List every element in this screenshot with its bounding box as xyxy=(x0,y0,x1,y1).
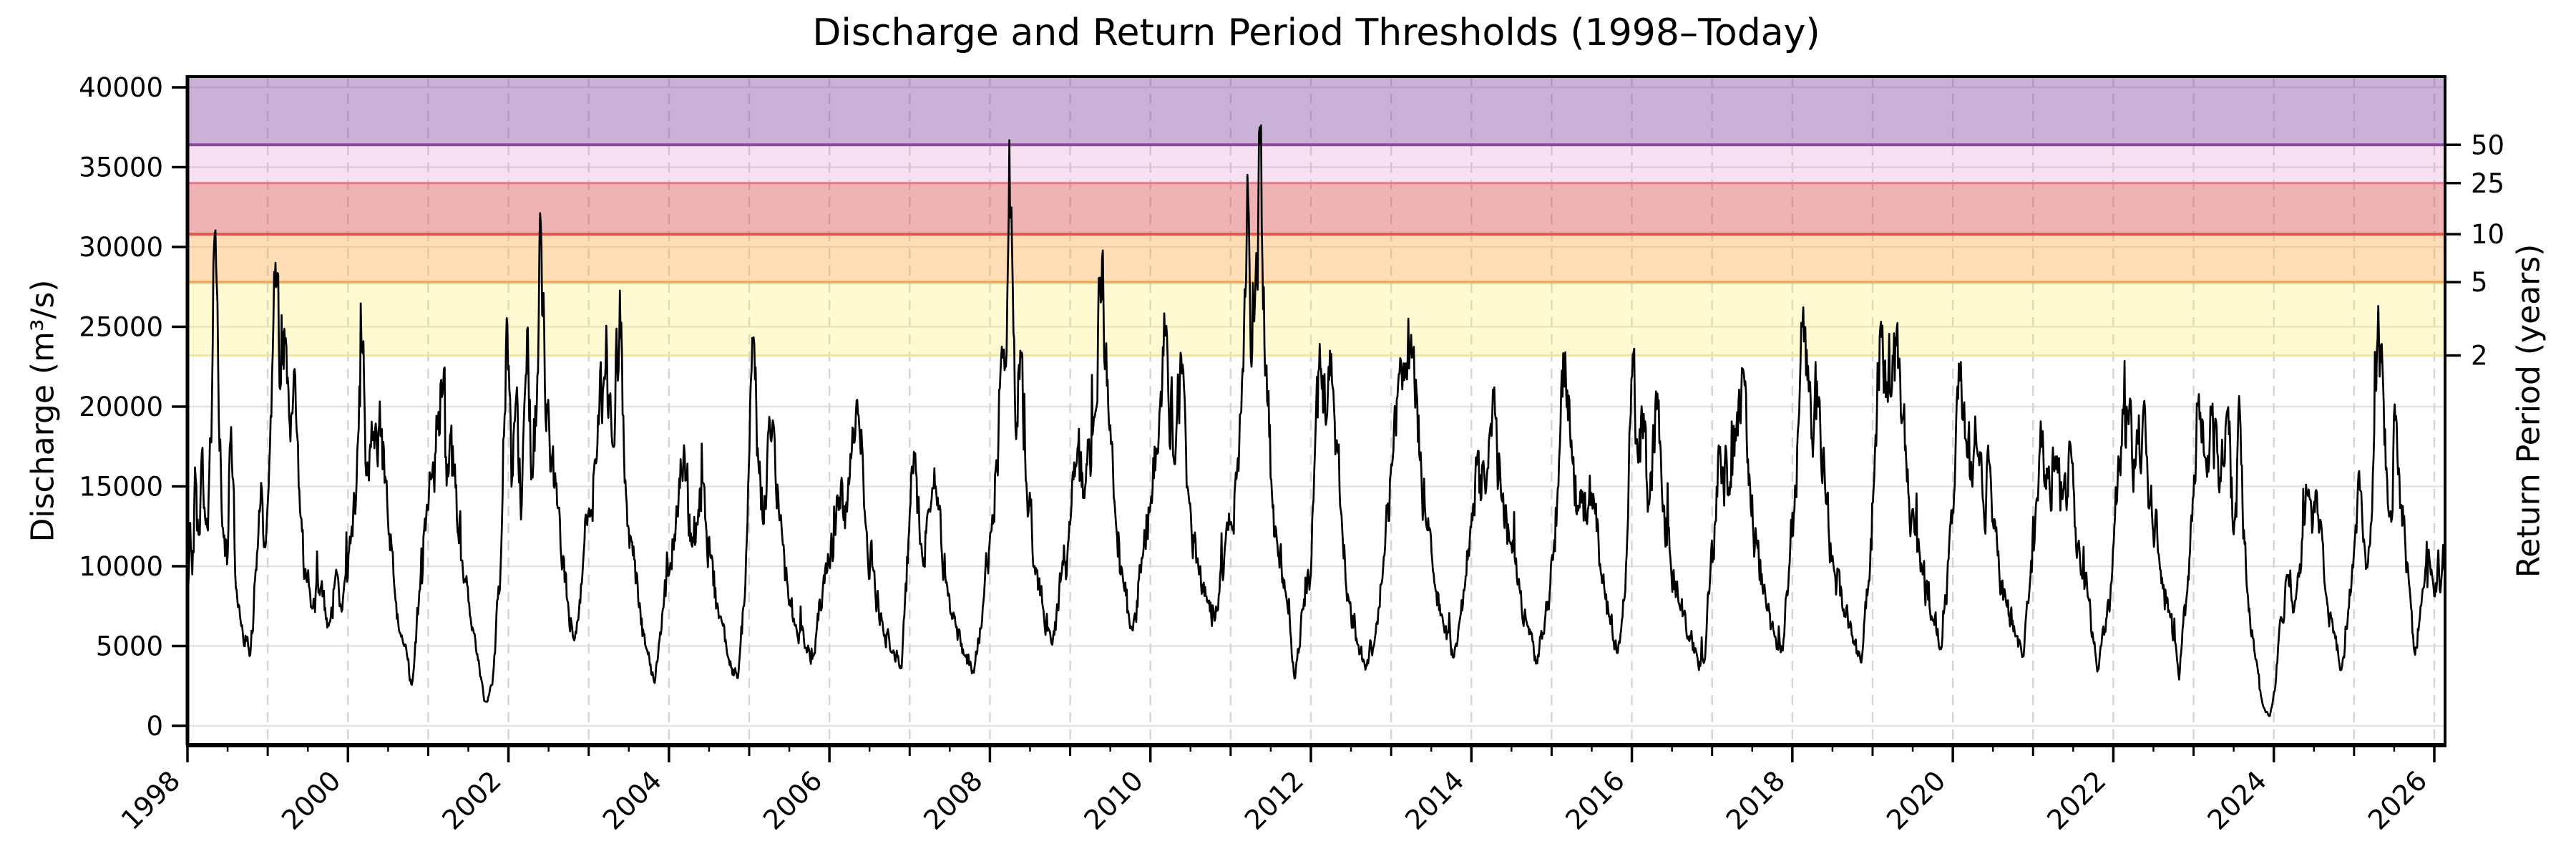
x-tick-label: 2016 xyxy=(1559,765,1631,836)
y-tick-label: 0 xyxy=(146,711,163,742)
threshold-lines xyxy=(187,143,2445,357)
band-50yr xyxy=(187,77,2445,145)
return-period-tick-label: 2 xyxy=(2471,341,2488,372)
return-period-bands xyxy=(187,77,2445,356)
y-tick-label: 35000 xyxy=(79,152,163,183)
discharge-series-line xyxy=(186,124,2446,717)
x-tick-label: 2014 xyxy=(1399,765,1470,836)
series xyxy=(186,124,2446,717)
x-tick-label: 2026 xyxy=(2362,765,2434,836)
x-tick-label: 2006 xyxy=(757,765,829,836)
y-tick-label: 15000 xyxy=(79,472,163,503)
return-period-tick-label: 10 xyxy=(2471,219,2504,250)
band-2yr xyxy=(187,282,2445,356)
y-tick-label: 25000 xyxy=(79,312,163,343)
x-tick-label: 2020 xyxy=(1880,765,1952,836)
return-period-tick-label: 5 xyxy=(2471,267,2488,298)
y-tick-label: 30000 xyxy=(79,232,163,263)
chart-title: Discharge and Return Period Thresholds (… xyxy=(812,11,1820,54)
return-period-tick-label: 50 xyxy=(2471,130,2504,160)
y-tick-label: 5000 xyxy=(96,631,163,662)
y-tick-label: 40000 xyxy=(79,72,163,103)
band-5yr xyxy=(187,234,2445,283)
x-axis-ticks: 1998 2000 2002 2004 2006 2008 2010 2012 2014 2016… xyxy=(115,745,2436,836)
x-tick-label: 2024 xyxy=(2202,765,2273,836)
x-tick-label: 2012 xyxy=(1239,765,1310,836)
y-tick-label: 20000 xyxy=(79,392,163,422)
y-axis-left-ticks: 0 5000 10000 15000 20000 25000 30000 35000 40000 xyxy=(79,72,187,742)
x-tick-label: 2010 xyxy=(1078,765,1150,836)
y-tick-label: 10000 xyxy=(79,551,163,582)
axes-spines xyxy=(185,75,2446,747)
band-25yr xyxy=(187,145,2445,183)
x-tick-label: 2000 xyxy=(275,765,347,836)
x-tick-label: 1998 xyxy=(115,765,187,836)
x-tick-label: 2004 xyxy=(597,765,668,836)
band-10yr xyxy=(187,183,2445,235)
x-tick-label: 2018 xyxy=(1720,765,1792,836)
return-period-tick-label: 25 xyxy=(2471,168,2504,199)
x-tick-label: 2008 xyxy=(917,765,989,836)
x-tick-label: 2002 xyxy=(436,765,507,836)
x-tick-label: 2022 xyxy=(2041,765,2112,836)
